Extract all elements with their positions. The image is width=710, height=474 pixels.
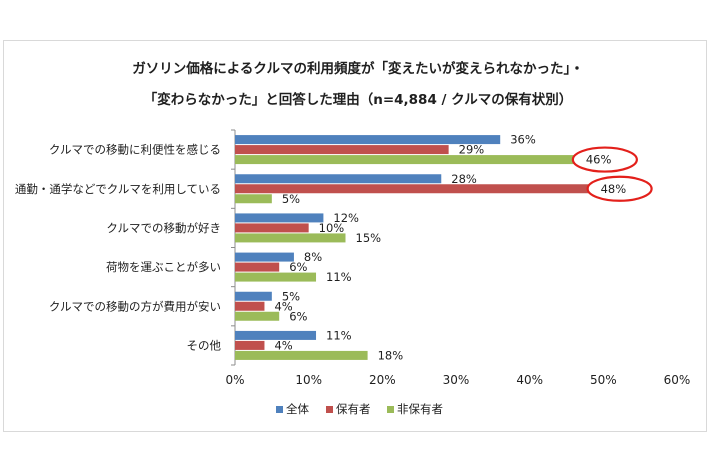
data-label: 4% xyxy=(274,299,292,313)
chart-frame xyxy=(3,40,707,432)
data-label: 29% xyxy=(459,143,485,157)
x-tick-label: 0% xyxy=(225,373,244,387)
data-label: 18% xyxy=(378,348,404,362)
category-label: 通勤・通学などでクルマを利用している xyxy=(15,182,221,196)
plot-area: 0% 10% 20% 30% 40% 50% 60% クルマでの移動に利便性を感じる 36% 29… xyxy=(15,129,691,387)
data-label: 6% xyxy=(289,309,307,323)
category-label: クルマでの移動が好き xyxy=(106,221,221,235)
legend-swatch xyxy=(326,406,333,413)
data-label: 5% xyxy=(282,289,300,303)
x-tick-label: 50% xyxy=(590,373,617,387)
category-label: クルマでの移動に利便性を感じる xyxy=(49,143,221,157)
bar xyxy=(235,233,346,243)
bar xyxy=(235,174,442,184)
bar xyxy=(235,223,309,233)
x-tick-label: 20% xyxy=(369,373,396,387)
data-label: 11% xyxy=(326,328,352,342)
x-tick-label: 60% xyxy=(664,373,691,387)
data-label: 15% xyxy=(356,231,382,245)
x-tick-label: 10% xyxy=(295,373,322,387)
legend: 全体 保有者 非保有者 xyxy=(276,402,443,416)
data-label: 5% xyxy=(282,192,300,206)
legend-swatch xyxy=(387,406,394,413)
bar xyxy=(235,301,265,311)
bar xyxy=(235,194,272,204)
bar xyxy=(235,213,324,223)
bar xyxy=(235,252,294,262)
data-label: 28% xyxy=(451,172,477,186)
data-label: 8% xyxy=(304,250,322,264)
highlight-ellipse xyxy=(586,175,653,202)
chart-title-line2: 「変わらなかった」と回答した理由（n=4,884 / クルマの保有状別） xyxy=(144,91,573,108)
chart-title-line1: ガソリン価格によるクルマの利用頻度が「変えたいが変えられなかった」・ xyxy=(132,60,583,77)
legend-label: 全体 xyxy=(286,402,309,416)
legend-label: 保有者 xyxy=(336,402,371,416)
bar xyxy=(235,340,265,350)
bar xyxy=(235,350,368,360)
data-label: 48% xyxy=(601,182,627,196)
bar xyxy=(235,262,280,272)
bar xyxy=(235,135,501,145)
bar xyxy=(235,330,317,340)
data-label: 6% xyxy=(289,260,307,274)
data-label: 36% xyxy=(510,133,536,147)
data-label: 46% xyxy=(586,153,612,167)
highlight-ellipse xyxy=(571,146,638,173)
legend-swatch xyxy=(276,406,283,413)
data-label: 10% xyxy=(319,221,345,235)
bar xyxy=(235,145,449,155)
legend-label: 非保有者 xyxy=(397,402,443,416)
bar xyxy=(235,291,272,301)
category-label: その他 xyxy=(187,338,222,352)
data-label: 12% xyxy=(333,211,359,225)
bar xyxy=(235,155,574,165)
data-label: 4% xyxy=(274,338,292,352)
bar xyxy=(235,311,280,321)
x-tick-label: 40% xyxy=(516,373,543,387)
category-label: クルマでの移動の方が費用が安い xyxy=(49,299,221,313)
x-tick-label: 30% xyxy=(443,373,470,387)
data-label: 11% xyxy=(326,270,352,284)
bar xyxy=(235,184,589,194)
bar xyxy=(235,272,317,282)
category-label: 荷物を運ぶことが多い xyxy=(106,260,221,274)
